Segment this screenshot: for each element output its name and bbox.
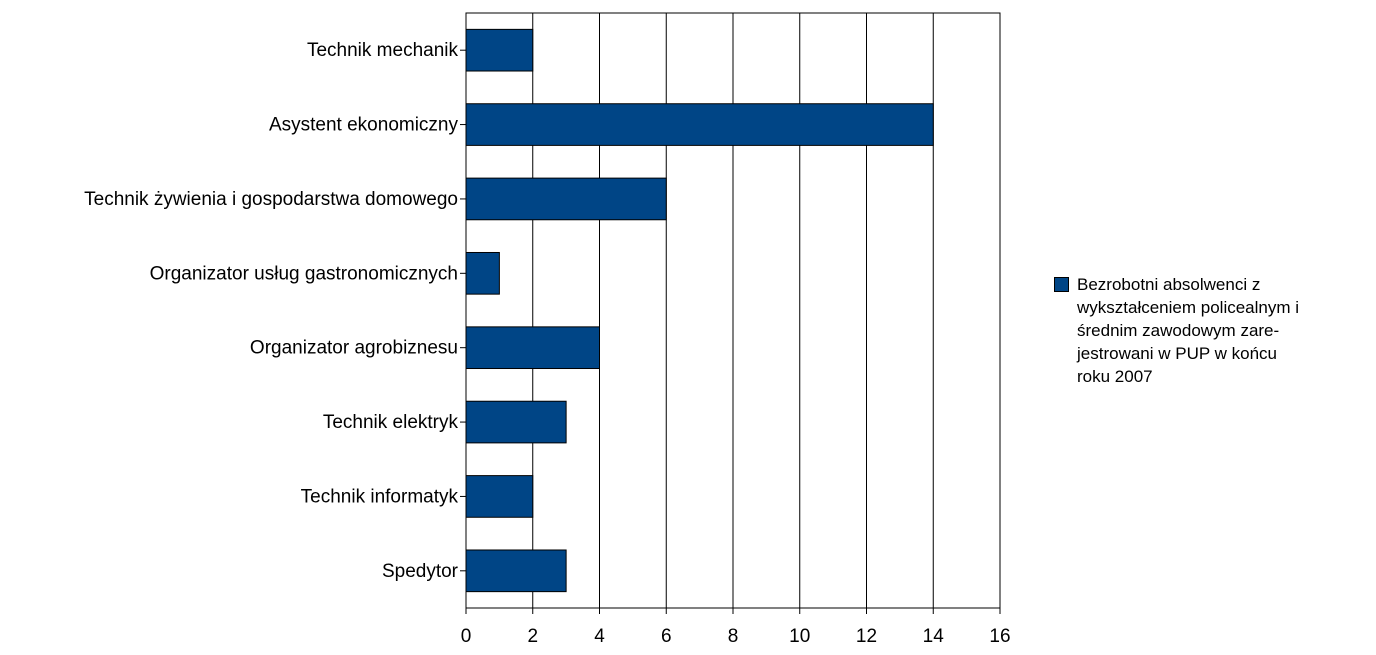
bar	[465, 251, 500, 295]
bar	[465, 177, 667, 221]
x-tick-label: 2	[527, 626, 538, 647]
x-tick-labels: 0 2 4 6 8 10 12 14 16	[461, 626, 1011, 647]
category-label: Technik informatyk	[301, 486, 459, 507]
x-tick-label: 6	[661, 626, 672, 647]
category-label: Technik żywienia i gospodarstwa domowego	[84, 189, 458, 210]
bar	[465, 475, 534, 518]
x-tick-label: 16	[989, 626, 1010, 647]
x-tick-label: 0	[461, 626, 472, 647]
category-label: Technik mechanik	[307, 40, 459, 61]
x-tick-label: 4	[594, 626, 605, 647]
legend: Bezrobotni absolwenci z wykształceniem p…	[1054, 273, 1354, 388]
bar	[465, 549, 567, 593]
category-label: Asystent ekonomiczny	[269, 115, 459, 136]
axes	[460, 12, 1001, 614]
category-label: Technik elektryk	[323, 412, 459, 433]
bar	[465, 103, 934, 146]
x-tick-label: 12	[856, 626, 877, 647]
grid-lines	[465, 13, 1001, 608]
legend-label: Bezrobotni absolwenci z wykształceniem p…	[1077, 275, 1300, 386]
x-tick-label: 14	[923, 626, 945, 647]
category-label: Organizator agrobiznesu	[250, 338, 458, 359]
category-label: Organizator usług gastronomicznych	[150, 263, 458, 284]
category-label: Spedytor	[382, 561, 459, 582]
bar	[465, 326, 600, 370]
x-tick-label: 8	[728, 626, 739, 647]
legend-swatch	[1054, 277, 1069, 292]
category-labels: Technik mechanik Asystent ekonomiczny Tech…	[84, 40, 459, 582]
bars	[465, 28, 934, 593]
bar	[465, 400, 567, 444]
bar	[465, 28, 534, 72]
x-tick-label: 10	[789, 626, 810, 647]
